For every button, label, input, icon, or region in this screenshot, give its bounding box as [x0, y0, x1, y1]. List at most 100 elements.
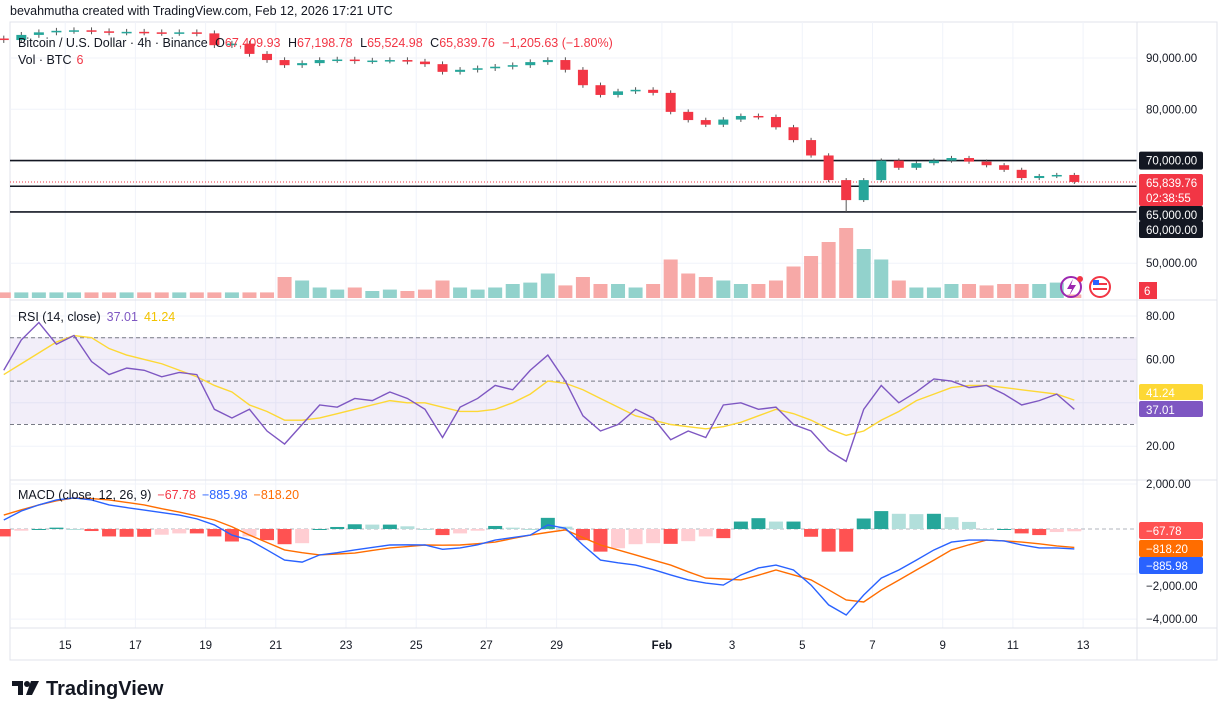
macd-badge: −885.98 — [1146, 561, 1188, 573]
candle-body — [823, 155, 834, 181]
tradingview-logo[interactable]: TradingView — [12, 678, 164, 700]
volume-bar — [768, 280, 783, 298]
volume-bar — [646, 284, 661, 298]
macd-histogram-bar — [382, 524, 397, 529]
macd-histogram-bar — [997, 529, 1012, 530]
macd-histogram-bar — [31, 529, 46, 530]
candle-body — [876, 160, 887, 181]
volume-bar — [997, 284, 1012, 298]
macd-histogram-bar — [172, 529, 187, 534]
volume-bar — [804, 256, 819, 298]
volume-bar — [874, 259, 889, 298]
level-badge-70000: 70,000.00 — [1146, 156, 1197, 168]
macd-histogram-bar — [540, 517, 555, 529]
volume-bar — [14, 292, 29, 298]
volume-bar — [172, 292, 187, 298]
macd-histogram-bar — [663, 529, 678, 544]
volume-bar — [698, 277, 713, 298]
level-badge-65000-bg — [1139, 206, 1203, 221]
macd-histogram-bar — [295, 529, 310, 544]
price-tick-label: 50,000.00 — [1146, 258, 1197, 270]
macd-histogram-bar — [698, 529, 713, 537]
x-tick-label: Feb — [652, 640, 672, 652]
macd-hist-badge-bg — [1139, 522, 1203, 539]
candle-body — [718, 119, 729, 125]
candle-body — [297, 63, 308, 66]
candle-body — [981, 161, 992, 166]
macd-histogram-bar — [49, 527, 64, 529]
candle-body — [858, 180, 869, 201]
volume-bar — [558, 285, 573, 298]
macd-histogram-bar — [365, 524, 380, 529]
volume-bar — [207, 292, 222, 298]
candle-body — [384, 60, 395, 62]
candle-body — [402, 60, 413, 62]
candle-body — [841, 180, 852, 201]
x-tick-label: 21 — [269, 640, 282, 652]
candle-body — [437, 64, 448, 72]
macd-histogram-bar — [66, 529, 81, 530]
volume-bar — [330, 289, 345, 298]
candle-body — [928, 160, 939, 164]
candle-body — [613, 91, 624, 95]
volume-bar — [891, 280, 906, 298]
x-tick-label: 11 — [1007, 640, 1019, 652]
candle-body — [560, 60, 571, 70]
macd-histogram-bar — [505, 527, 520, 529]
volume-bar — [435, 280, 450, 298]
volume-bar — [628, 287, 643, 298]
macd-histogram-bar — [751, 518, 766, 529]
macd-series — [0, 497, 1082, 616]
candle-body — [911, 163, 922, 168]
volume-bar — [295, 280, 310, 298]
candle-body — [753, 115, 764, 118]
candle-body — [507, 65, 518, 67]
assistant-icon[interactable] — [1060, 276, 1083, 298]
candle-body — [121, 31, 132, 34]
candle-body — [665, 92, 676, 112]
x-tick-label: 9 — [939, 640, 945, 652]
volume-bar — [347, 287, 362, 298]
candle-body — [999, 165, 1010, 170]
candle-body — [262, 53, 273, 61]
macd-histogram-bar — [488, 525, 503, 529]
volume-bar — [505, 284, 520, 298]
rsi-ma-badge: 41.24 — [1146, 388, 1175, 400]
macd-histogram-bar — [716, 529, 731, 539]
volume-bar — [312, 287, 327, 298]
candle-body — [472, 68, 483, 70]
macd-histogram-bar — [523, 529, 538, 530]
macd-tick-label: 2,000.00 — [1146, 479, 1191, 491]
macd-histogram-bar — [312, 529, 327, 530]
x-tick-label: 25 — [410, 640, 423, 652]
volume-series — [0, 228, 1082, 298]
x-tick-label: 19 — [199, 640, 212, 652]
macd-histogram-bar — [470, 529, 485, 531]
volume-bar — [470, 289, 485, 298]
rsi-tick-label: 20.00 — [1146, 441, 1175, 453]
volume-bar — [242, 292, 257, 298]
rsi-ma-line — [3, 334, 1075, 437]
x-tick-label: 23 — [340, 640, 353, 652]
candle-body — [893, 160, 904, 168]
us-flag-icon[interactable] — [1089, 276, 1111, 298]
volume-bar — [926, 287, 941, 298]
macd-tick-label: −2,000.00 — [1146, 581, 1197, 593]
macd-histogram-bar — [435, 529, 450, 536]
candle-body — [700, 120, 711, 125]
volume-bar — [277, 277, 292, 298]
x-tick-label: 15 — [59, 640, 72, 652]
volume-legend: Vol · BTC 6 — [18, 53, 84, 67]
macd-histogram-bar — [733, 521, 748, 529]
macd-histogram-bar — [874, 511, 889, 529]
candle-body — [349, 59, 360, 62]
candle-body — [156, 32, 167, 34]
macd-histogram-bar — [821, 529, 836, 552]
macd-histogram-bar — [926, 513, 941, 529]
last-price-badge-bg — [1139, 174, 1203, 206]
macd-histogram-bar — [119, 529, 134, 537]
volume-bar — [716, 280, 731, 298]
candle-body — [542, 60, 553, 63]
volume-bar — [523, 282, 538, 298]
